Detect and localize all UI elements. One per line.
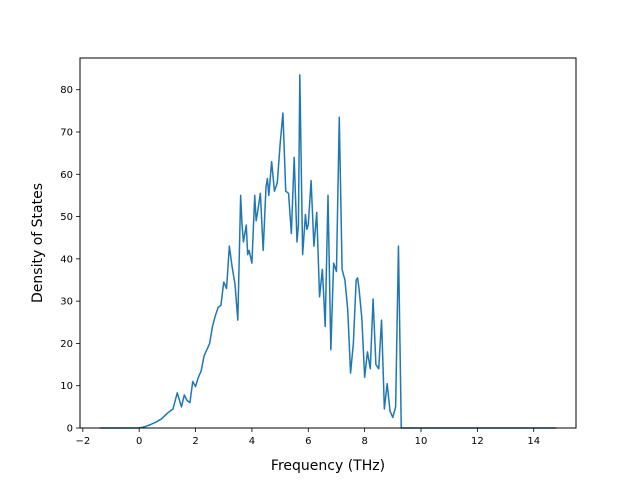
x-tick-label: −2: [75, 436, 90, 447]
x-axis: −2 0 2 4 6 8 10 12 14: [75, 428, 540, 447]
x-tick-label: 0: [136, 436, 142, 447]
y-tick-label: 80: [60, 85, 73, 96]
y-tick-label: 20: [60, 339, 73, 350]
y-axis: 0 10 20 30 40 50 60 70 80: [60, 85, 80, 435]
y-tick-label: 0: [67, 424, 73, 435]
x-tick-label: 8: [361, 436, 367, 447]
x-tick-label: 14: [527, 436, 540, 447]
y-tick-label: 30: [60, 297, 73, 308]
y-tick-label: 50: [60, 212, 73, 223]
series-line-0: [99, 74, 557, 429]
x-tick-label: 2: [192, 436, 198, 447]
x-tick-label: 4: [249, 436, 255, 447]
x-tick-label: 12: [471, 436, 484, 447]
y-axis-label: Density of States: [30, 183, 46, 303]
x-tick-label: 6: [305, 436, 311, 447]
y-tick-label: 60: [60, 170, 73, 181]
x-tick-label: 10: [415, 436, 428, 447]
series-layer: [99, 74, 557, 429]
y-tick-label: 70: [60, 128, 73, 139]
plot-frame: [79, 57, 577, 429]
x-axis-label: Frequency (THz): [271, 458, 385, 474]
y-tick-label: 40: [60, 254, 73, 265]
y-tick-label: 10: [60, 381, 73, 392]
